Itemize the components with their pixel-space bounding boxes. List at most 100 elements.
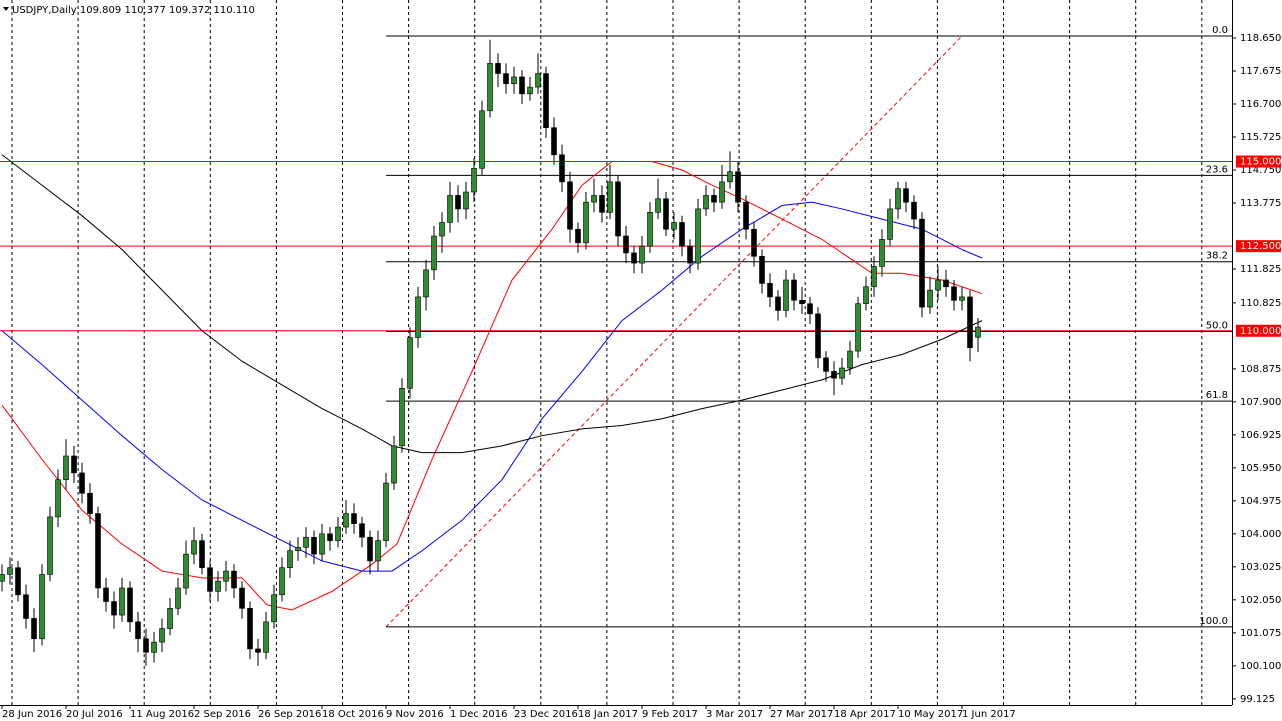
x-tick-label: 27 Mar 2017 bbox=[770, 709, 833, 720]
candle-body bbox=[591, 195, 597, 203]
candle-body bbox=[351, 513, 357, 524]
candle-body bbox=[759, 256, 765, 284]
candle-body bbox=[199, 540, 205, 568]
y-tick-label: 107.900 bbox=[1240, 397, 1281, 408]
candle-body bbox=[815, 313, 821, 359]
candle-body bbox=[55, 479, 61, 518]
candle-body bbox=[167, 608, 173, 629]
x-tick-label: 11 Aug 2016 bbox=[130, 709, 194, 720]
candle-body bbox=[975, 326, 981, 338]
candle-body bbox=[135, 621, 141, 640]
x-tick-label: 9 Nov 2016 bbox=[386, 709, 444, 720]
candle-body bbox=[119, 587, 125, 616]
y-tick-label: 102.050 bbox=[1240, 595, 1281, 606]
y-tick-label: 116.700 bbox=[1240, 99, 1281, 110]
moving-average bbox=[1, 201, 983, 572]
candle-body bbox=[63, 455, 69, 480]
candle-body bbox=[215, 580, 221, 592]
x-tick-label: 18 Oct 2016 bbox=[322, 709, 384, 720]
candle-body bbox=[919, 218, 925, 308]
candle-body bbox=[223, 570, 229, 582]
y-tick-label: 111.825 bbox=[1240, 264, 1281, 275]
candle-body bbox=[463, 191, 469, 210]
x-tick-label: 28 Jun 2016 bbox=[2, 709, 62, 720]
candle-body bbox=[695, 208, 701, 264]
candle-body bbox=[575, 228, 581, 244]
x-tick-label: 18 Apr 2017 bbox=[834, 709, 896, 720]
candle-body bbox=[111, 601, 117, 616]
candle-body bbox=[479, 110, 485, 169]
candle-body bbox=[271, 594, 277, 623]
symbol: USDJPY,Daily bbox=[12, 5, 77, 16]
candle-body bbox=[127, 587, 133, 623]
candle-body bbox=[583, 201, 589, 244]
open-label: 109.809 bbox=[80, 5, 121, 16]
candle-body bbox=[895, 188, 901, 210]
candle-body bbox=[255, 648, 261, 653]
x-tick-label: 9 Feb 2017 bbox=[642, 709, 698, 720]
candle-body bbox=[911, 201, 917, 220]
close-label: 110.110 bbox=[214, 5, 255, 16]
y-tick-label: 100.100 bbox=[1240, 661, 1281, 672]
candle-body bbox=[831, 371, 837, 379]
y-tick-label: 110.825 bbox=[1240, 298, 1281, 309]
candle-body bbox=[623, 235, 629, 254]
candle-body bbox=[175, 587, 181, 609]
x-tick-label: 3 Mar 2017 bbox=[706, 709, 763, 720]
candle-body bbox=[359, 523, 365, 538]
candle-body bbox=[87, 492, 93, 514]
candle-body bbox=[567, 181, 573, 230]
candle-body bbox=[847, 350, 853, 369]
candle-body bbox=[655, 198, 661, 213]
candle-body bbox=[743, 201, 749, 230]
candle-body bbox=[311, 536, 317, 555]
candle-body bbox=[951, 286, 957, 301]
candle-body bbox=[775, 296, 781, 311]
price-tag-label: 112.500 bbox=[1240, 241, 1281, 252]
candle-body bbox=[903, 188, 909, 203]
header: USDJPY,Daily 109.809 110.377 109.372 110… bbox=[3, 5, 255, 16]
candle-body bbox=[559, 154, 565, 183]
candle-body bbox=[23, 594, 29, 619]
candle-body bbox=[71, 455, 77, 474]
candle-body bbox=[719, 181, 725, 203]
candle-body bbox=[47, 516, 53, 575]
y-tick-label: 104.000 bbox=[1240, 529, 1281, 540]
y-tick-label: 113.775 bbox=[1240, 198, 1281, 209]
candle-body bbox=[791, 279, 797, 301]
candle-body bbox=[535, 73, 541, 88]
x-tick-label: 10 May 2017 bbox=[898, 709, 963, 720]
price-tag-label: 115.000 bbox=[1240, 157, 1281, 168]
price-tag bbox=[1236, 155, 1281, 168]
price-tag-label: 110.000 bbox=[1240, 326, 1281, 337]
fib-level-label: 23.6 bbox=[1206, 164, 1228, 175]
candle-body bbox=[543, 73, 549, 128]
price-tag bbox=[1236, 324, 1281, 337]
y-tick-label: 115.725 bbox=[1240, 132, 1281, 143]
candle-body bbox=[807, 303, 813, 315]
candle-body bbox=[855, 303, 861, 352]
candle-body bbox=[679, 222, 685, 247]
header-text: USDJPY,Daily 109.809 110.377 109.372 110… bbox=[12, 5, 255, 16]
fib-level-label: 50.0 bbox=[1206, 320, 1228, 331]
candle-body bbox=[303, 536, 309, 548]
y-tick-label: 118.650 bbox=[1240, 33, 1281, 44]
header-icon bbox=[3, 7, 9, 11]
candle-body bbox=[103, 587, 109, 602]
candle-body bbox=[231, 570, 237, 589]
candle-body bbox=[871, 266, 877, 288]
candle-body bbox=[639, 245, 645, 264]
y-tick-label: 105.950 bbox=[1240, 463, 1281, 474]
candle-body bbox=[687, 245, 693, 264]
candle-body bbox=[407, 337, 413, 389]
x-tick-label: 2 Sep 2016 bbox=[194, 709, 251, 720]
candle-body bbox=[887, 208, 893, 240]
candle-body bbox=[823, 357, 829, 372]
candle-body bbox=[239, 587, 245, 609]
candle-body bbox=[671, 222, 677, 230]
candle-body bbox=[471, 168, 477, 193]
x-tick-label: 1 Dec 2016 bbox=[450, 709, 508, 720]
